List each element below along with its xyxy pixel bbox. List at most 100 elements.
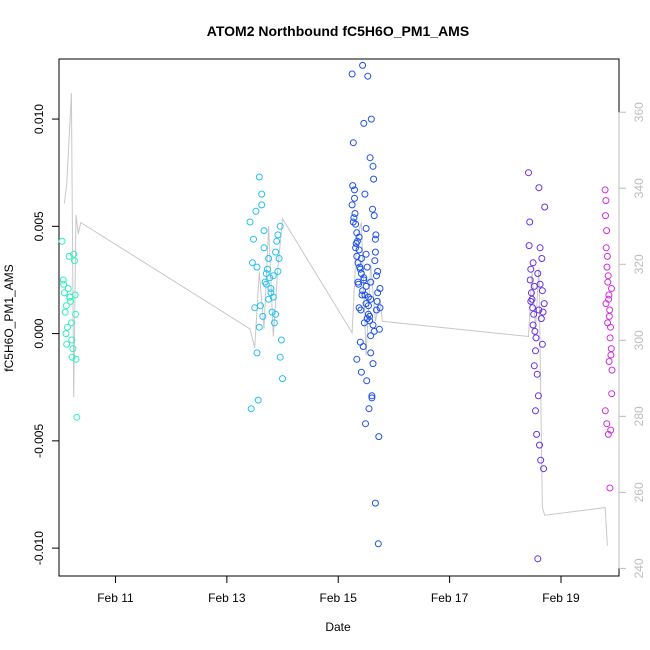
data-point: [366, 154, 374, 162]
data-point: [601, 186, 609, 194]
data-point: [538, 340, 546, 348]
data-point: [366, 312, 374, 320]
data-point: [527, 297, 535, 305]
data-point: [279, 375, 286, 383]
data-point: [60, 289, 68, 297]
data-point: [606, 306, 614, 314]
data-point: [534, 555, 542, 563]
data-point: [537, 315, 545, 323]
data-point: [255, 323, 263, 331]
data-point: [367, 349, 375, 357]
data-point: [362, 225, 370, 232]
data-point: [601, 407, 609, 415]
data-point: [530, 362, 538, 370]
data-point: [540, 465, 548, 473]
data-point: [359, 343, 367, 350]
line-series-path: [63, 93, 608, 546]
data-point: [355, 280, 362, 288]
data-point: [253, 349, 261, 357]
data-point: [535, 306, 543, 314]
data-point: [608, 285, 615, 292]
x-tick-label: Feb 11: [97, 591, 134, 605]
data-point: [361, 190, 369, 198]
data-point: [539, 308, 547, 316]
data-point: [537, 456, 545, 464]
data-point: [363, 315, 371, 323]
data-point: [351, 194, 358, 202]
data-point: [536, 441, 543, 449]
data-point: [535, 184, 543, 192]
data-point: [265, 255, 273, 262]
data-point: [371, 257, 379, 265]
data-point: [602, 300, 610, 308]
data-point: [367, 295, 375, 303]
y-tick-label: -0.010: [32, 531, 46, 565]
data-point: [603, 227, 611, 235]
data-point: [362, 282, 370, 290]
data-point: [608, 390, 616, 398]
data-point: [370, 175, 378, 183]
y-axis-label: fC5H6O_PM1_AMS: [2, 264, 16, 371]
data-point: [62, 330, 70, 338]
y-tick-label: 0.000: [32, 318, 46, 348]
data-point: [529, 304, 537, 312]
data-point: [265, 295, 273, 303]
data-point: [603, 263, 611, 271]
data-point: [246, 218, 254, 226]
data-point: [527, 265, 535, 273]
y-tick-label: 0.010: [32, 104, 46, 134]
data-point: [369, 205, 376, 213]
scatter-series-4: [525, 169, 549, 563]
data-point: [355, 233, 363, 241]
data-point: [374, 267, 382, 275]
data-point: [247, 405, 255, 413]
data-point: [64, 323, 71, 331]
data-point: [348, 201, 356, 209]
data-point: [532, 334, 540, 342]
data-point: [533, 370, 541, 378]
data-point: [267, 285, 275, 292]
data-point: [274, 267, 282, 275]
data-point: [530, 310, 538, 318]
data-point: [608, 366, 616, 374]
data-point: [362, 420, 369, 428]
data-point: [266, 274, 274, 282]
data-point: [360, 274, 368, 282]
data-point: [349, 218, 357, 226]
data-point: [276, 353, 284, 361]
data-point: [270, 319, 278, 327]
chart-title: ATOM2 Northbound fC5H6O_PM1_AMS: [207, 23, 469, 39]
data-point: [260, 227, 268, 235]
data-point: [607, 323, 614, 331]
data-point: [349, 182, 357, 190]
data-point: [258, 190, 266, 198]
y2-tick-label: 300: [632, 330, 646, 350]
data-point: [373, 272, 380, 280]
data-point: [373, 297, 381, 305]
data-point: [536, 280, 544, 288]
data-point: [67, 319, 75, 327]
data-point: [348, 70, 356, 78]
data-point: [532, 407, 539, 415]
data-point: [352, 244, 360, 252]
data-point: [258, 201, 266, 209]
data-point: [367, 332, 375, 340]
data-point: [351, 210, 359, 217]
data-point: [58, 237, 66, 245]
data-point: [605, 358, 613, 365]
data-point: [355, 246, 363, 254]
data-point: [66, 293, 74, 301]
data-point: [606, 484, 614, 492]
data-point: [63, 340, 71, 348]
data-point: [355, 304, 363, 312]
y2-tick-label: 260: [632, 482, 646, 502]
data-point: [602, 244, 610, 252]
y-tick-label: -0.005: [32, 424, 46, 458]
data-point: [273, 237, 281, 245]
data-point: [607, 426, 615, 434]
data-point: [525, 169, 532, 177]
data-point: [259, 312, 267, 320]
data-point: [264, 265, 271, 273]
scatter-series-5: [601, 186, 616, 492]
data-point: [255, 173, 263, 181]
